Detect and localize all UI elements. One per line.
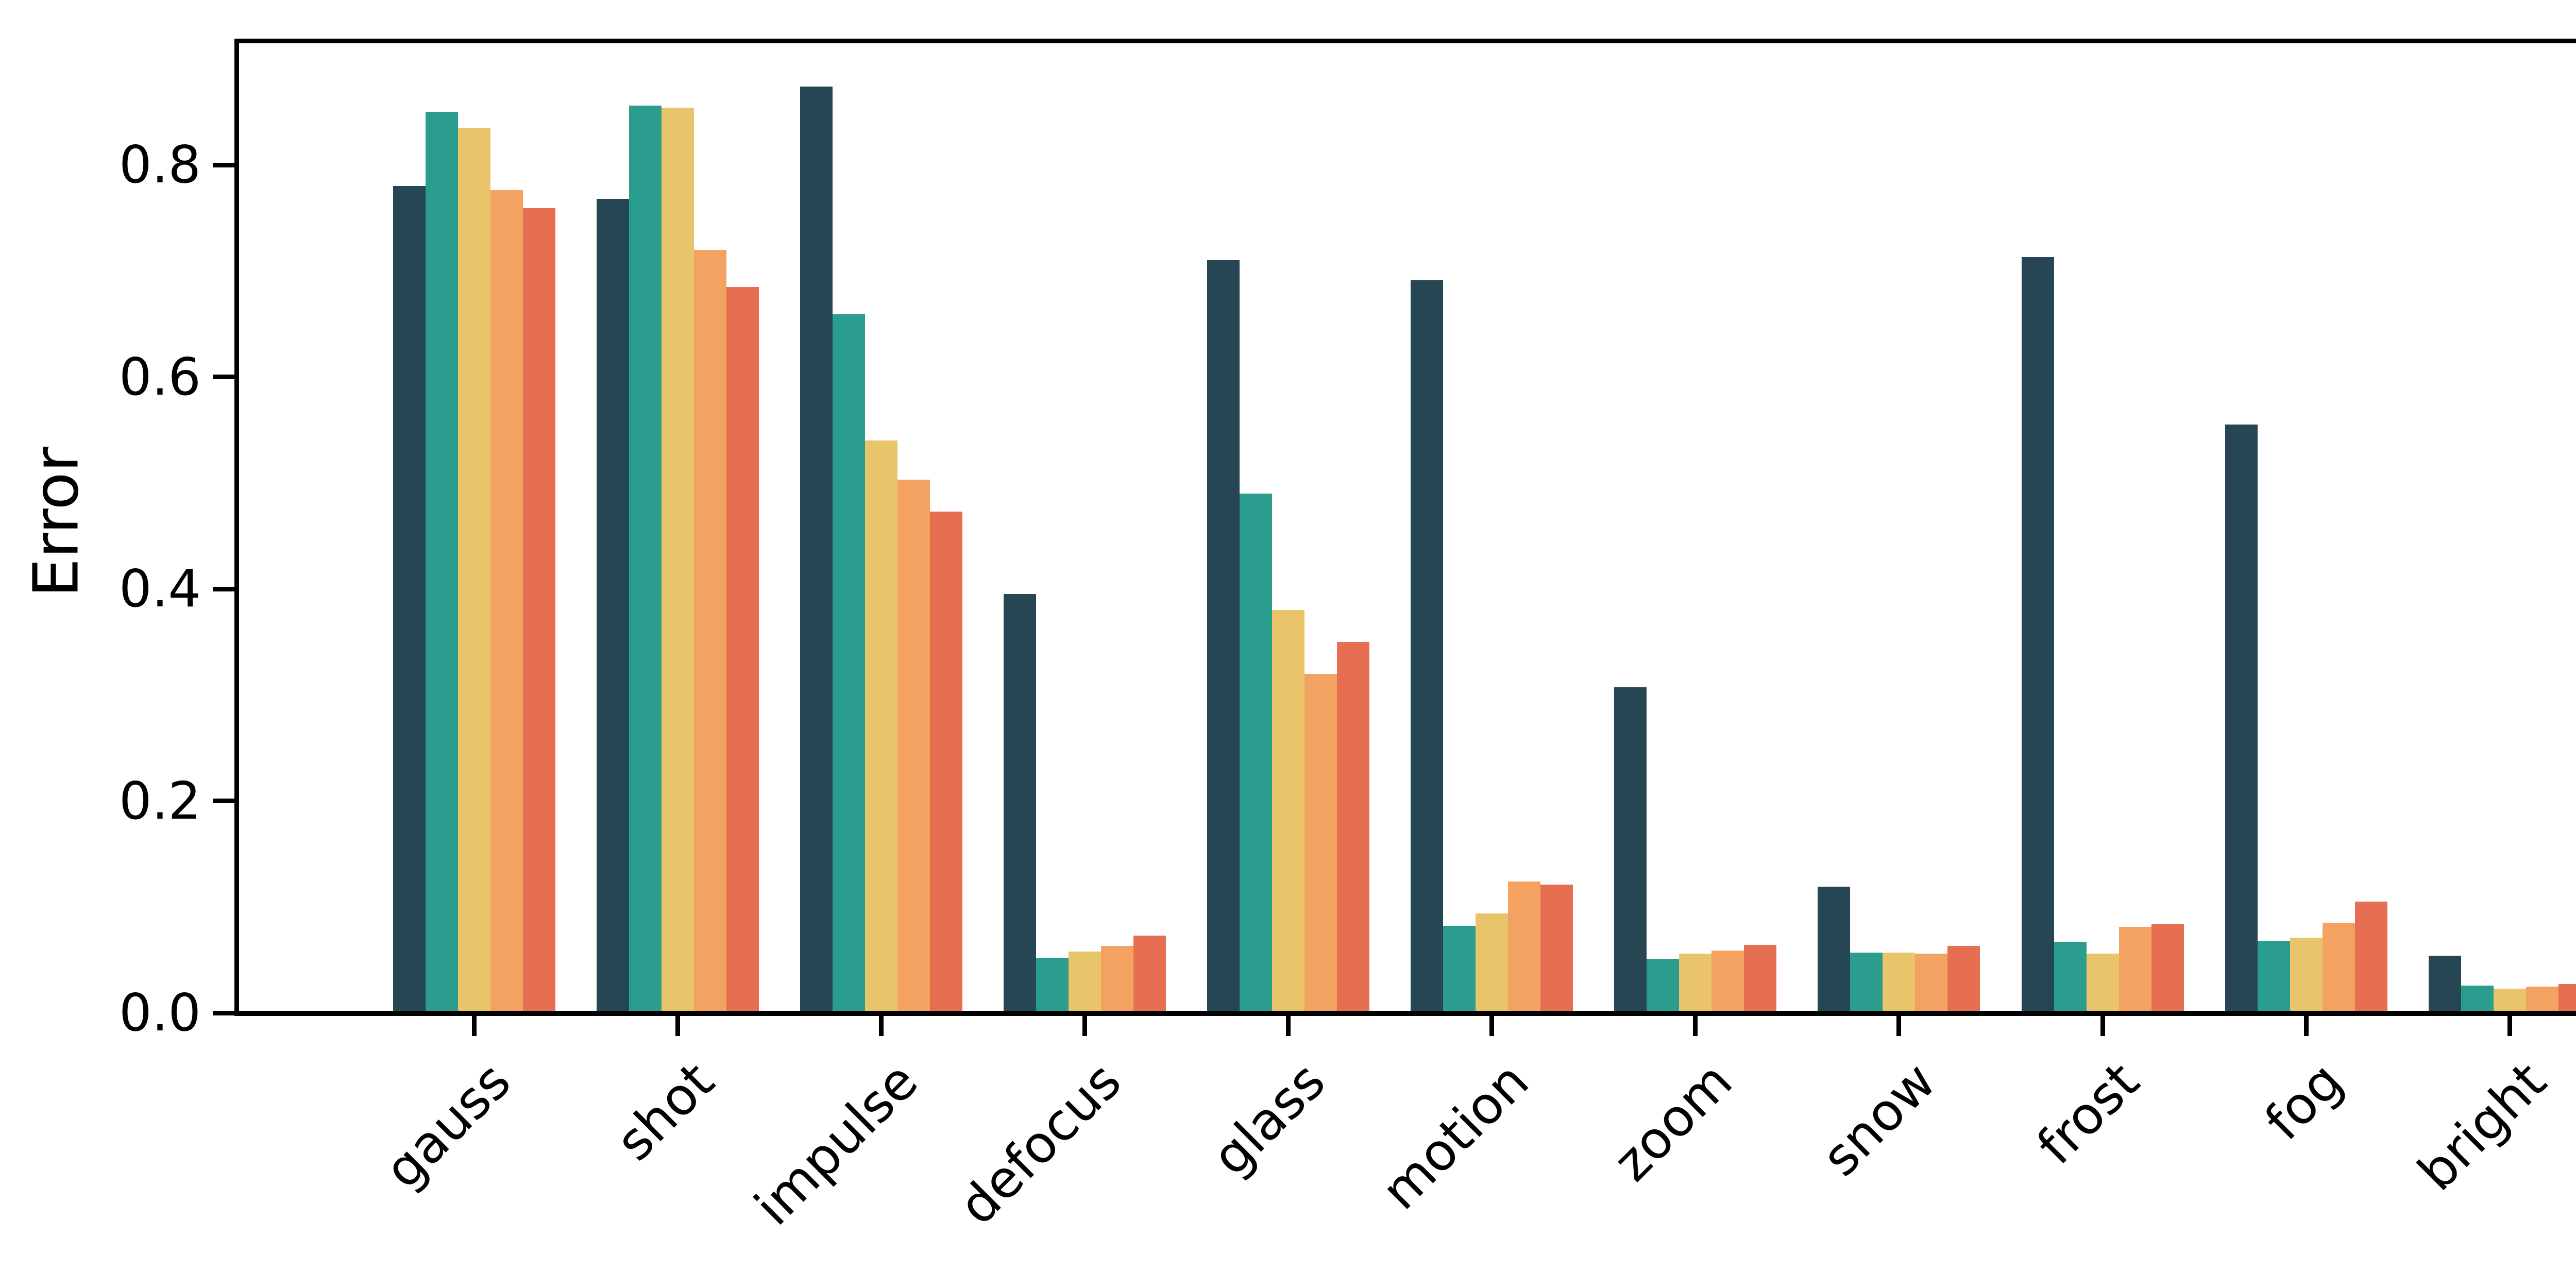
bar-defocus-bs-128 bbox=[1133, 935, 1166, 1013]
bar-motion-bs-32 bbox=[1476, 913, 1509, 1013]
bar-glass-bs-16 bbox=[1240, 493, 1273, 1013]
x-tick-fog bbox=[2303, 1013, 2309, 1036]
x-tick-shot bbox=[675, 1013, 680, 1036]
spine-left bbox=[234, 39, 239, 1013]
bar-zoom-bs-64 bbox=[1711, 950, 1744, 1013]
bar-defocus-bs-32 bbox=[1068, 951, 1101, 1013]
bar-impulse-bs-1 bbox=[800, 86, 833, 1013]
x-tick-frost bbox=[2100, 1013, 2105, 1036]
bar-shot-bs-32 bbox=[661, 107, 694, 1013]
y-axis-title: Error bbox=[21, 447, 93, 598]
bar-glass-bs-64 bbox=[1304, 673, 1337, 1013]
bar-fog-bs-64 bbox=[2322, 923, 2355, 1013]
spine-bottom bbox=[234, 1011, 2576, 1016]
bar-zoom-bs-1 bbox=[1614, 687, 1647, 1013]
bar-bright-bs-128 bbox=[2558, 984, 2576, 1013]
x-tick-glass bbox=[1286, 1013, 1291, 1036]
bar-fog-bs-128 bbox=[2354, 901, 2387, 1013]
bar-gauss-bs-32 bbox=[457, 127, 490, 1013]
bar-fog-bs-32 bbox=[2290, 937, 2323, 1013]
bar-frost-bs-32 bbox=[2086, 953, 2119, 1013]
bar-zoom-bs-16 bbox=[1647, 959, 1680, 1013]
x-tick-gauss bbox=[471, 1013, 477, 1036]
bar-gauss-bs-64 bbox=[490, 190, 523, 1013]
bar-motion-bs-1 bbox=[1411, 280, 1444, 1013]
bar-frost-bs-1 bbox=[2021, 257, 2054, 1013]
bar-defocus-bs-16 bbox=[1036, 958, 1069, 1013]
y-tick-label-0.0: 0.0 bbox=[118, 982, 201, 1043]
bar-impulse-bs-64 bbox=[897, 480, 930, 1013]
bar-frost-bs-64 bbox=[2119, 927, 2151, 1013]
bar-shot-bs-128 bbox=[726, 286, 759, 1013]
bar-snow-bs-16 bbox=[1850, 952, 1883, 1013]
bar-glass-bs-128 bbox=[1337, 641, 1370, 1013]
bar-motion-bs-128 bbox=[1540, 885, 1573, 1013]
y-tick-label-0.6: 0.6 bbox=[118, 346, 201, 407]
plot-area: gauss shot impulse defocus glass motion zoom sn… bbox=[119, 39, 2576, 1244]
bar-bright-bs-64 bbox=[2526, 986, 2558, 1013]
y-tick-0.6 bbox=[213, 375, 234, 379]
bar-glass-bs-32 bbox=[1272, 610, 1305, 1013]
bar-motion-bs-16 bbox=[1443, 926, 1476, 1013]
bar-snow-bs-32 bbox=[1883, 952, 1916, 1013]
bar-shot-bs-16 bbox=[629, 105, 662, 1013]
y-tick-0.8 bbox=[213, 162, 234, 167]
bar-zoom-bs-32 bbox=[1679, 953, 1712, 1013]
bar-gauss-bs-1 bbox=[393, 186, 426, 1013]
x-tick-zoom bbox=[1693, 1013, 1698, 1036]
bar-gauss-bs-128 bbox=[522, 208, 555, 1013]
bar-frost-bs-16 bbox=[2054, 942, 2087, 1013]
bar-fog-bs-1 bbox=[2225, 425, 2258, 1013]
bar-defocus-bs-64 bbox=[1100, 946, 1133, 1013]
x-tick-bright bbox=[2507, 1013, 2512, 1036]
x-tick-defocus bbox=[1082, 1013, 1087, 1036]
bar-gauss-bs-16 bbox=[425, 112, 458, 1013]
bar-glass-bs-1 bbox=[1207, 260, 1240, 1013]
y-tick-label-0.8: 0.8 bbox=[118, 134, 201, 195]
bar-snow-bs-128 bbox=[1947, 946, 1980, 1013]
bar-snow-bs-1 bbox=[1818, 887, 1851, 1013]
bar-zoom-bs-128 bbox=[1744, 945, 1777, 1013]
y-tick-label-0.4: 0.4 bbox=[118, 558, 201, 619]
bar-impulse-bs-16 bbox=[832, 314, 865, 1013]
bar-impulse-bs-128 bbox=[929, 511, 962, 1013]
bar-motion-bs-64 bbox=[1508, 881, 1541, 1013]
y-tick-0.4 bbox=[213, 586, 234, 591]
bar-snow-bs-64 bbox=[1915, 953, 1948, 1013]
y-tick-0.2 bbox=[213, 799, 234, 803]
bar-bright-bs-32 bbox=[2493, 988, 2526, 1013]
bar-fog-bs-16 bbox=[2257, 941, 2290, 1013]
x-tick-impulse bbox=[878, 1013, 884, 1036]
y-tick-label-0.2: 0.2 bbox=[118, 770, 201, 831]
spine-top bbox=[234, 39, 2576, 43]
bar-defocus-bs-1 bbox=[1003, 594, 1036, 1013]
bar-frost-bs-128 bbox=[2151, 924, 2184, 1013]
x-tick-snow bbox=[1896, 1013, 1902, 1036]
bar-bright-bs-1 bbox=[2428, 955, 2461, 1013]
bar-shot-bs-64 bbox=[693, 249, 726, 1013]
bar-impulse-bs-32 bbox=[865, 440, 897, 1013]
x-tick-motion bbox=[1489, 1013, 1495, 1036]
x-tick-label-gauss: gauss bbox=[373, 1050, 522, 1200]
bar-bright-bs-16 bbox=[2461, 985, 2494, 1013]
y-tick-0.0 bbox=[213, 1010, 234, 1015]
bar-shot-bs-1 bbox=[596, 198, 629, 1013]
